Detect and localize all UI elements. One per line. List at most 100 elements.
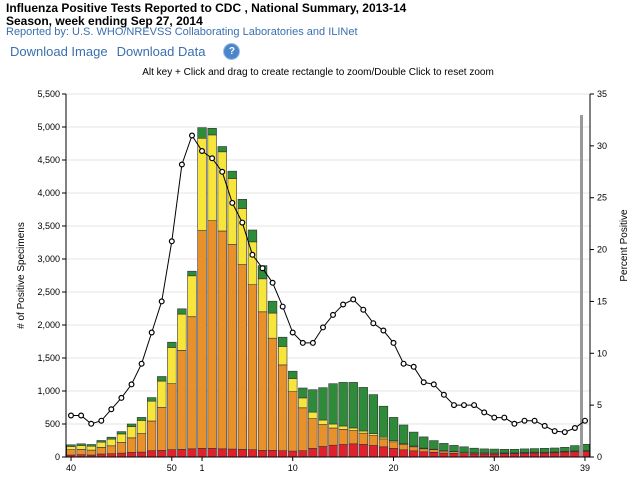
percent-point [279,303,286,310]
bar-segment [358,387,368,432]
bar-segment [116,433,127,443]
bar-segment [147,397,157,402]
bar-segment [177,308,187,315]
bar-segment [106,436,116,440]
y2-tick-label: 20 [597,245,607,255]
bar-segment [86,445,96,451]
percent-positive-line [67,132,588,436]
bar-segment [550,447,560,453]
bar-segment [197,127,207,139]
bar-segment [308,411,318,420]
percent-point [410,363,417,370]
bar-segment [96,447,106,455]
bar-segment [106,445,116,454]
bar-segment [388,441,399,449]
percent-point [461,402,468,409]
bar-segment [147,400,157,422]
percent-point [199,148,206,155]
download-data-link[interactable]: Download Data [116,44,206,59]
y-tick-label: 2,000 [37,320,60,330]
percent-point [158,298,165,305]
bar-segment [197,230,207,449]
bar-segment [126,423,137,427]
bar-segment [449,453,459,458]
bar-segment [560,451,570,458]
y2-tick-label: 10 [597,348,607,358]
bar-segment [167,449,177,458]
bar-segment [358,432,368,445]
bar-segment [368,445,378,458]
bar-segment [298,397,308,409]
bar-segment [207,134,217,221]
bar-segment [66,444,76,447]
x-tick-label: 30 [489,463,499,473]
bar-segment [328,423,338,429]
bar-segment [257,450,268,458]
percent-point [138,360,145,367]
bar-segment [358,444,368,458]
percent-point [269,279,276,286]
percent-point [340,301,347,308]
y-tick-label: 500 [45,419,60,429]
bar-segment [429,452,439,458]
bar-segment [106,438,116,447]
bar-segment [237,199,247,209]
bar-segment [519,453,530,458]
percent-point [239,219,246,226]
y-tick-label: 1,000 [37,386,60,396]
bar-segment [267,312,278,339]
bar-segment [277,346,288,366]
download-image-link[interactable]: Download Image [10,44,108,59]
bar-segment [429,440,439,450]
percent-point [390,339,397,346]
y2-tick-label: 15 [597,296,607,306]
bar-segment [398,449,409,458]
bar-segment [227,178,237,245]
bar-segment [419,436,429,449]
percent-point [98,417,105,424]
percent-point [219,168,226,175]
bar-segment [227,244,237,450]
y2-tick-label: 5 [597,400,602,410]
percent-point [88,420,95,427]
bar-segment [338,382,348,427]
bar-segment [529,452,540,458]
bar-segment [519,448,530,453]
bar-segment [257,311,268,451]
percent-point [259,265,266,272]
bar-segment [378,438,389,448]
bar-segment [560,446,570,452]
bar-segment [479,448,489,454]
bar-segment [247,284,258,451]
y2-tick-label: 30 [597,141,607,151]
bar-segment [308,448,318,458]
bar-segment [368,433,378,436]
percent-point [118,394,125,401]
bar-segment [398,424,409,444]
percent-point [440,391,447,398]
y-tick-label: 3,000 [37,254,60,264]
percent-point [430,381,437,388]
percent-point [78,412,85,419]
x-tick-label: 50 [167,463,177,473]
percent-point [541,422,548,429]
percent-point [501,414,508,421]
percent-point [209,155,216,162]
bar-segment [308,389,318,413]
bar-segment [257,278,268,313]
percent-point [249,251,256,258]
bar-segment [398,444,409,451]
bar-segment [489,448,499,454]
bar-segment [318,387,328,421]
bar-segment [298,387,308,399]
bar-segment [419,451,429,458]
y2-tick-label: 25 [597,193,607,203]
bar-segment [147,420,157,452]
bar-segment [328,444,338,458]
bar-segment [76,445,86,450]
bar-segment [570,451,580,458]
bar-segment [298,407,308,451]
help-icon[interactable]: ? [223,43,241,60]
bar-segment [167,383,177,451]
